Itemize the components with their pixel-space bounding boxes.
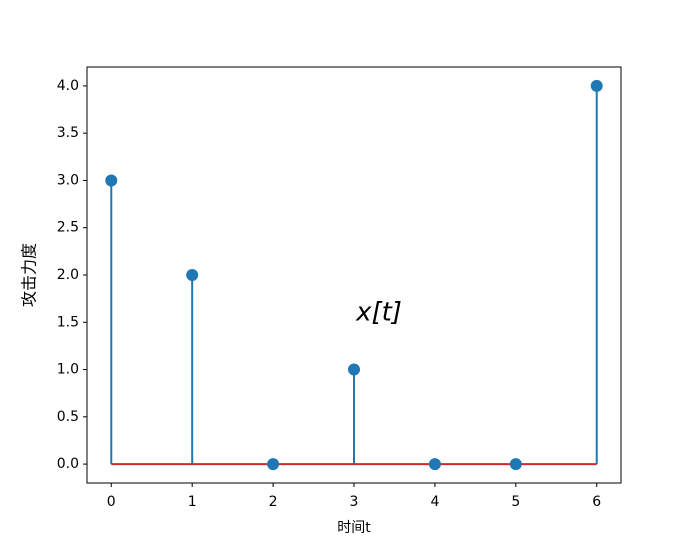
x-tick-label: 2 (269, 494, 278, 510)
y-tick-label: 3.5 (57, 125, 79, 141)
stem-marker (105, 174, 118, 187)
y-tick-label: 2.0 (57, 267, 79, 283)
stem-marker (509, 458, 522, 471)
annotation: x[t] (355, 298, 402, 328)
y-axis-label: 攻击力度 (20, 243, 39, 307)
y-tick-label: 0.5 (57, 409, 79, 425)
y-tick-label: 4.0 (57, 78, 79, 94)
stem-marker (267, 458, 280, 471)
y-tick-label: 0.0 (57, 456, 79, 472)
x-tick-label: 6 (592, 494, 601, 510)
y-tick-label: 1.5 (57, 314, 79, 330)
y-tick-label: 1.0 (57, 362, 79, 378)
stem-marker (428, 458, 441, 471)
x-tick-label: 5 (511, 494, 520, 510)
y-tick-label: 3.0 (57, 172, 79, 188)
y-tick-label: 2.5 (57, 220, 79, 236)
stem-marker (348, 363, 360, 376)
stem-marker (590, 79, 603, 92)
x-tick-label: 0 (107, 494, 116, 510)
x-tick-label: 1 (188, 494, 197, 510)
stem-marker (186, 269, 199, 281)
x-tick-label: 3 (350, 494, 359, 510)
x-axis-label: 时间t (337, 520, 371, 536)
x-tick-label: 4 (430, 494, 439, 510)
